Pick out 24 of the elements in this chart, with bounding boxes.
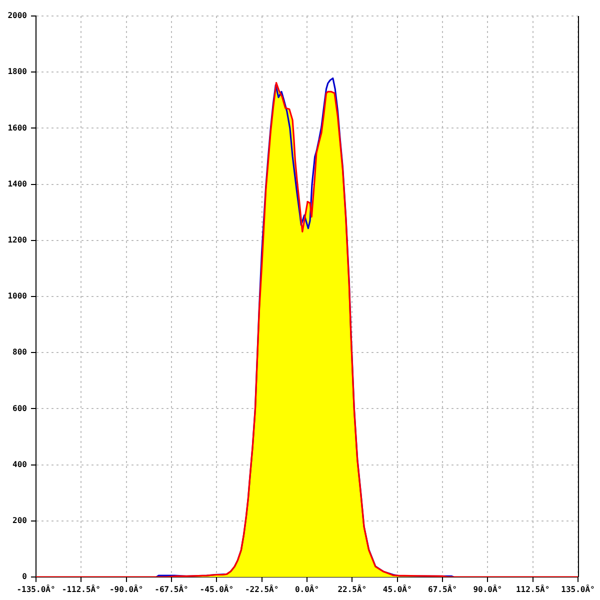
y-tick-label: 1800 bbox=[8, 67, 28, 76]
y-tick-label: 600 bbox=[12, 404, 28, 413]
y-tick-label: 800 bbox=[12, 348, 28, 357]
y-tick-label: 1200 bbox=[8, 235, 28, 244]
y-tick-label: 1400 bbox=[8, 179, 28, 188]
y-tick-label: 200 bbox=[12, 516, 28, 525]
x-tick-label: -45.0Â° bbox=[200, 584, 234, 594]
x-tick-label: -135.0Â° bbox=[16, 584, 56, 594]
x-tick-label: 135.0Â° bbox=[561, 584, 595, 594]
x-tick-label: -67.5Â° bbox=[154, 584, 188, 594]
y-tick-label: 0 bbox=[22, 572, 28, 582]
x-tick-label: 112.5Â° bbox=[516, 584, 550, 594]
y-tick-label: 1000 bbox=[8, 292, 28, 301]
y-tick-label: 400 bbox=[12, 460, 28, 469]
y-tick-label: 2000 bbox=[8, 11, 28, 20]
x-tick-label: 22.5Â° bbox=[338, 584, 367, 594]
x-tick-label: 0.0Â° bbox=[294, 584, 320, 594]
x-tick-label: -90.0Â° bbox=[109, 584, 144, 594]
y-tick-label: 1600 bbox=[8, 123, 28, 132]
x-tick-label: -112.5Â° bbox=[62, 584, 100, 594]
x-tick-label: 67.5Â° bbox=[428, 584, 457, 594]
x-tick-label: 90.0Â° bbox=[473, 584, 502, 594]
x-tick-label: 45.0Â° bbox=[382, 584, 412, 594]
x-tick-label: -22.5Â° bbox=[244, 584, 279, 594]
